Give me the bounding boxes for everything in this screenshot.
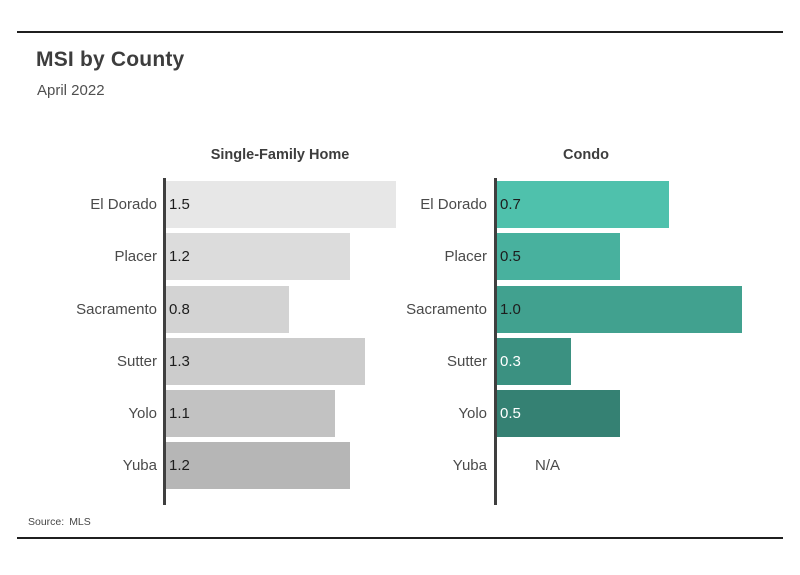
source-label: Source: xyxy=(28,516,65,528)
page-subtitle: April 2022 xyxy=(37,82,105,99)
category-labels-column: El Dorado Placer Sacramento Sutter Yolo Yuba xyxy=(370,181,487,495)
bars-column: 1.5 1.2 0.8 1.3 1.1 1.2 xyxy=(166,181,416,495)
page-title: MSI by County xyxy=(36,48,185,71)
bar-row: N/A xyxy=(497,442,787,489)
bar-row: 0.3 xyxy=(497,337,787,385)
bar: 1.1 xyxy=(166,390,335,438)
bar: 1.2 xyxy=(166,442,350,490)
bar-row: 1.2 xyxy=(166,442,416,490)
bar-row: 1.5 xyxy=(166,181,416,228)
value-label: 1.0 xyxy=(500,300,521,318)
bar-row: 1.0 xyxy=(497,285,787,333)
bar: 0.5 xyxy=(497,390,620,438)
bar: 1.0 xyxy=(497,285,742,333)
category-label: Sutter xyxy=(116,352,157,370)
category-label: Yuba xyxy=(452,457,487,475)
y-axis-line xyxy=(494,178,497,505)
value-label: 0.7 xyxy=(500,196,521,213)
value-label: 0.5 xyxy=(500,248,521,266)
bar-row: 1.1 xyxy=(166,390,416,438)
panel-single-family-home: Single-Family Home El Dorado Placer Sacram… xyxy=(40,145,420,515)
value-label: 1.2 xyxy=(169,457,190,475)
top-rule xyxy=(17,31,783,33)
value-label: 0.8 xyxy=(169,300,190,318)
value-label: 1.2 xyxy=(169,248,190,266)
category-label: Sacramento xyxy=(406,300,487,318)
category-label: Yolo xyxy=(128,405,157,423)
value-label: 0.5 xyxy=(500,405,521,423)
category-label: Placer xyxy=(444,248,487,266)
category-label: Yolo xyxy=(458,405,487,423)
y-axis-line xyxy=(163,178,166,505)
category-label: El Dorado xyxy=(90,196,157,213)
value-label: 1.1 xyxy=(169,405,190,423)
value-label: 1.3 xyxy=(169,352,190,370)
panel-title-condo: Condo xyxy=(563,147,609,163)
bar: 0.7 xyxy=(497,181,669,228)
bar-row: 0.5 xyxy=(497,390,787,438)
bar-row: 0.8 xyxy=(166,285,416,333)
na-label: N/A xyxy=(535,457,561,475)
value-label: 1.5 xyxy=(169,196,190,213)
category-label: El Dorado xyxy=(420,196,487,213)
source-note: Source: MLS xyxy=(28,516,91,528)
bar-row: 1.3 xyxy=(166,337,416,385)
panel-condo: Condo El Dorado Placer Sacramento Sutter Yol… xyxy=(370,145,790,515)
value-label: 0.3 xyxy=(500,352,521,370)
category-label: Sutter xyxy=(446,352,487,370)
bar: 0.5 xyxy=(497,233,620,281)
category-label: Placer xyxy=(114,248,157,266)
category-label: Yuba xyxy=(122,457,157,475)
bar-row: 1.2 xyxy=(166,233,416,281)
category-label: Sacramento xyxy=(76,300,157,318)
bar: 1.5 xyxy=(166,181,396,228)
bar: 0.8 xyxy=(166,285,289,333)
bar: 1.3 xyxy=(166,337,366,385)
category-labels-column: El Dorado Placer Sacramento Sutter Yolo Yuba xyxy=(40,181,157,495)
source-value: MLS xyxy=(69,516,91,528)
bar: 0.3 xyxy=(497,337,571,385)
bars-column: 0.7 0.5 1.0 0.3 0.5 N/A xyxy=(497,181,787,495)
bar: 1.2 xyxy=(166,233,350,281)
bottom-rule xyxy=(17,537,783,539)
bar-row: 0.7 xyxy=(497,181,787,228)
panel-title-single-family-home: Single-Family Home xyxy=(210,147,350,163)
bar-row: 0.5 xyxy=(497,233,787,281)
